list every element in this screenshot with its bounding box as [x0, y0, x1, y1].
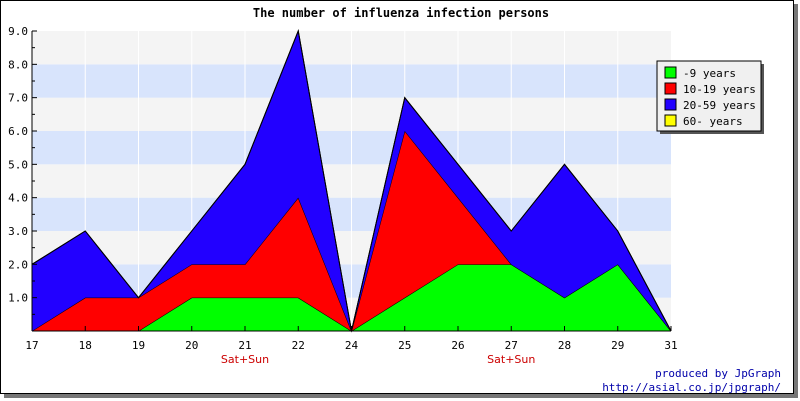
legend-swatch-3	[664, 114, 677, 127]
x-tick-sublabel: Sat+Sun	[487, 353, 535, 366]
legend-swatch-0	[664, 66, 677, 79]
legend-label: 10-19 years	[683, 83, 756, 96]
y-tick-label: 2.0	[8, 258, 28, 271]
legend-swatch-2	[664, 98, 677, 111]
legend-swatch-1	[664, 82, 677, 95]
y-tick-label: 7.0	[8, 92, 28, 105]
x-tick-label: 28	[558, 339, 571, 352]
y-tick-label: 8.0	[8, 58, 28, 71]
series-area-0	[32, 264, 671, 331]
legend: -9 years 10-19 years 20-59 years 60- years	[656, 60, 764, 134]
x-tick-sublabel: Sat+Sun	[221, 353, 269, 366]
x-tick-label: 31	[664, 339, 677, 352]
credit-line-1: produced by JpGraph	[655, 367, 781, 380]
x-tick-label: 27	[505, 339, 518, 352]
y-tick-label: 3.0	[8, 225, 28, 238]
x-tick-label: 29	[611, 339, 624, 352]
y-tick-label: 5.0	[8, 158, 28, 171]
legend-label: 20-59 years	[683, 99, 756, 112]
legend-label: 60- years	[683, 115, 743, 128]
x-tick-label: 20	[185, 339, 198, 352]
x-tick-label: 18	[79, 339, 92, 352]
x-tick-label: 17	[25, 339, 38, 352]
y-tick-labels: 1.0 2.0 3.0 4.0 5.0 6.0 7.0 8.0 9.0	[8, 25, 37, 315]
x-tick-label: 26	[451, 339, 464, 352]
x-tick-label: 24	[345, 339, 359, 352]
y-tick-label: 6.0	[8, 125, 28, 138]
x-tick-label: 21	[238, 339, 251, 352]
series-area-2	[32, 31, 671, 331]
y-tick-label: 9.0	[8, 25, 28, 38]
series-area-1	[32, 131, 671, 331]
y-tick-label: 4.0	[8, 192, 28, 205]
y-tick-label: 1.0	[8, 292, 28, 305]
legend-label: -9 years	[683, 67, 736, 80]
credit-line-2: http://asial.co.jp/jpgraph/	[602, 381, 781, 394]
chart-title: The number of influenza infection person…	[253, 6, 549, 20]
x-tick-label: 25	[398, 339, 411, 352]
x-tick-label: 22	[292, 339, 305, 352]
x-tick-label: 19	[132, 339, 145, 352]
chart-frame: 1.0 2.0 3.0 4.0 5.0 6.0 7.0 8.0 9.0 17 18 19 20 21 Sa…	[0, 0, 794, 394]
